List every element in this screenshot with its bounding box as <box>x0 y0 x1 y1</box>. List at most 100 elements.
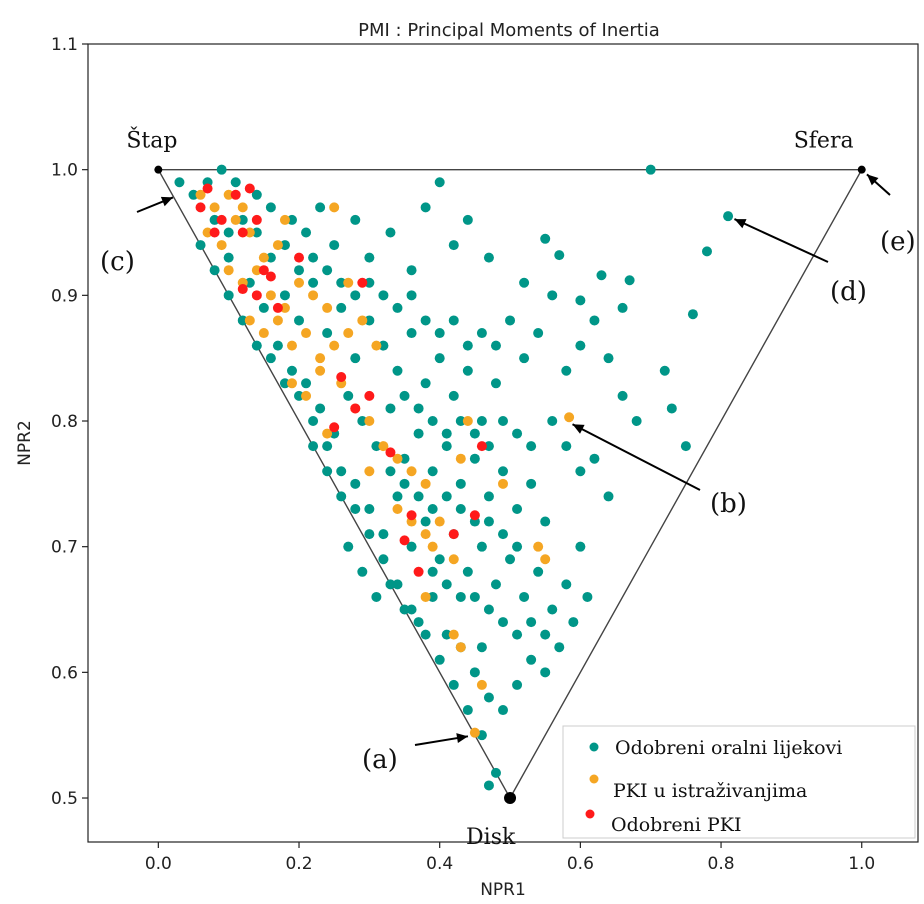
point-oral-drug <box>575 295 586 306</box>
point-oral-drug <box>490 378 501 389</box>
point-oral-drug <box>364 252 375 263</box>
point-oral-drug <box>462 214 473 225</box>
point-oral-drug <box>434 654 445 665</box>
point-oral-drug <box>216 164 227 175</box>
point-oral-drug <box>294 265 305 276</box>
point-oral-drug <box>441 491 452 502</box>
point-pki-research <box>301 328 312 339</box>
point-oral-drug <box>540 233 551 244</box>
point-approved-pki <box>329 422 340 433</box>
point-oral-drug <box>512 679 523 690</box>
point-oral-drug <box>505 554 516 565</box>
point-oral-drug <box>533 566 544 577</box>
point-oral-drug <box>195 240 206 251</box>
point-oral-drug <box>469 428 480 439</box>
point-oral-drug <box>378 340 389 351</box>
point-oral-drug <box>413 403 424 414</box>
point-oral-drug <box>406 328 417 339</box>
point-pki-research <box>279 302 290 313</box>
legend-marker-oral <box>589 742 599 752</box>
point-approved-pki <box>469 510 480 521</box>
point-oral-drug <box>399 478 410 489</box>
point-oral-drug <box>483 604 494 615</box>
point-pki-research <box>364 416 375 427</box>
point-oral-drug <box>540 629 551 640</box>
y-axis-label: NPR2 <box>15 420 35 466</box>
point-pki-research <box>371 340 382 351</box>
point-oral-drug <box>554 250 565 261</box>
point-oral-drug <box>512 503 523 514</box>
point-oral-drug <box>272 340 283 351</box>
point-oral-drug <box>434 353 445 364</box>
point-oral-drug <box>336 466 347 477</box>
point-oral-drug <box>631 416 642 427</box>
point-pki-research <box>329 340 340 351</box>
point-oral-drug <box>519 591 530 602</box>
point-pki-research <box>427 541 438 552</box>
point-oral-drug <box>308 252 319 263</box>
point-oral-drug <box>589 453 600 464</box>
point-pki-research <box>279 214 290 225</box>
point-pki-research <box>209 202 220 213</box>
point-oral-drug <box>364 315 375 326</box>
point-oral-drug <box>294 315 305 326</box>
point-approved-pki <box>216 214 227 225</box>
point-oral-drug <box>399 604 410 615</box>
vertex-label-stap: Štap <box>126 127 177 154</box>
point-oral-drug <box>483 516 494 527</box>
point-approved-pki <box>244 183 255 194</box>
point-oral-drug <box>469 453 480 464</box>
point-pki-research <box>244 227 255 238</box>
point-oral-drug <box>420 516 431 527</box>
point-oral-drug <box>561 441 572 452</box>
x-tick-label: 0.6 <box>567 854 594 874</box>
point-oral-drug <box>462 340 473 351</box>
point-oral-drug <box>420 202 431 213</box>
point-pki-research <box>343 328 354 339</box>
point-oral-drug <box>455 416 466 427</box>
point-oral-drug <box>723 211 734 222</box>
point-oral-drug <box>343 390 354 401</box>
point-approved-pki <box>258 265 269 276</box>
annotation-d: (d) <box>830 277 867 307</box>
point-approved-pki <box>350 403 361 414</box>
point-oral-drug <box>448 390 459 401</box>
point-oral-drug <box>483 491 494 502</box>
point-pki-research <box>308 290 319 301</box>
y-tick-label: 1.0 <box>51 161 78 181</box>
y-tick-label: 0.9 <box>51 286 78 306</box>
point-oral-drug <box>603 353 614 364</box>
point-oral-drug <box>364 277 375 288</box>
point-oral-drug <box>279 378 290 389</box>
annotation-arrowhead <box>572 424 585 434</box>
point-oral-drug <box>413 428 424 439</box>
point-oral-drug <box>512 629 523 640</box>
point-oral-drug <box>294 390 305 401</box>
vertex-dot <box>857 165 866 174</box>
point-oral-drug <box>265 353 276 364</box>
point-oral-drug <box>666 403 677 414</box>
point-oral-drug <box>371 591 382 602</box>
point-oral-drug <box>350 214 361 225</box>
point-oral-drug <box>547 604 558 615</box>
point-oral-drug <box>286 365 297 376</box>
point-oral-drug <box>385 579 396 590</box>
point-oral-drug <box>385 466 396 477</box>
point-oral-drug <box>406 290 417 301</box>
point-oral-drug <box>455 478 466 489</box>
point-oral-drug <box>498 705 508 716</box>
point-approved-pki <box>364 390 375 401</box>
x-tick-label: 1.0 <box>848 854 875 874</box>
point-oral-drug <box>315 202 326 213</box>
legend-marker-pki-research <box>589 774 599 784</box>
point-oral-drug <box>469 591 480 602</box>
point-oral-drug <box>455 591 466 602</box>
y-tick-label: 1.1 <box>51 35 78 55</box>
point-oral-drug <box>434 554 445 565</box>
point-pki-research <box>455 453 466 464</box>
point-approved-pki <box>202 183 213 194</box>
point-approved-pki <box>406 510 417 521</box>
point-oral-drug <box>399 390 410 401</box>
point-oral-drug <box>448 679 459 690</box>
